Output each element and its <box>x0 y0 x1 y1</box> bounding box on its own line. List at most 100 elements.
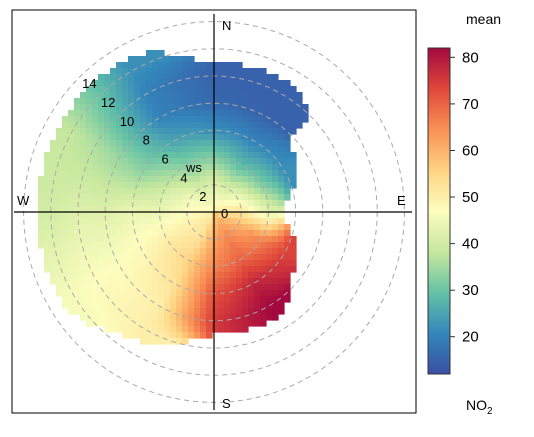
surface-cell <box>206 140 213 147</box>
surface-cell <box>98 194 105 201</box>
surface-cell <box>206 128 213 135</box>
surface-cell <box>236 242 243 249</box>
surface-cell <box>188 236 195 243</box>
surface-cell <box>164 62 171 69</box>
surface-cell <box>122 158 129 165</box>
surface-cell <box>254 74 261 81</box>
surface-cell <box>194 116 201 123</box>
surface-cell <box>170 92 177 99</box>
surface-cell <box>98 260 105 267</box>
surface-cell <box>92 260 99 267</box>
surface-cell <box>140 302 147 309</box>
surface-cell <box>98 128 105 135</box>
surface-cell <box>56 194 63 201</box>
surface-cell <box>188 86 195 93</box>
surface-cell <box>122 68 129 75</box>
concentration-surface <box>38 50 309 345</box>
surface-cell <box>68 218 75 225</box>
surface-cell <box>140 248 147 255</box>
surface-cell <box>266 158 273 165</box>
surface-cell <box>116 122 123 129</box>
surface-cell <box>80 284 87 291</box>
surface-cell <box>230 62 237 69</box>
surface-cell <box>104 212 111 219</box>
surface-cell <box>152 272 159 279</box>
surface-cell <box>110 134 117 141</box>
surface-cell <box>56 230 63 237</box>
surface-cell <box>272 122 279 129</box>
surface-cell <box>254 320 261 327</box>
surface-cell <box>164 302 171 309</box>
surface-cell <box>110 194 117 201</box>
surface-cell <box>242 320 249 327</box>
surface-cell <box>194 278 201 285</box>
surface-cell <box>260 218 267 225</box>
surface-cell <box>260 260 267 267</box>
surface-cell <box>224 272 231 279</box>
surface-cell <box>224 230 231 237</box>
surface-cell <box>56 278 63 285</box>
surface-cell <box>122 242 129 249</box>
surface-cell <box>254 182 261 189</box>
surface-cell <box>236 260 243 267</box>
surface-cell <box>86 182 93 189</box>
surface-cell <box>110 314 117 321</box>
legend-color-bar <box>427 47 451 375</box>
surface-cell <box>152 200 159 207</box>
surface-cell <box>206 296 213 303</box>
surface-cell <box>242 254 249 261</box>
surface-cell <box>188 56 195 63</box>
surface-cell <box>158 104 165 111</box>
surface-cell <box>278 152 285 159</box>
surface-cell <box>200 296 207 303</box>
surface-cell <box>146 116 153 123</box>
surface-cell <box>92 308 99 315</box>
surface-cell <box>260 74 267 81</box>
surface-cell <box>104 314 111 321</box>
surface-cell <box>104 302 111 309</box>
surface-cell <box>164 170 171 177</box>
surface-cell <box>164 296 171 303</box>
surface-cell <box>86 290 93 297</box>
surface-cell <box>128 194 135 201</box>
surface-cell <box>224 218 231 225</box>
surface-cell <box>170 98 177 105</box>
surface-cell <box>50 224 57 231</box>
surface-cell <box>164 146 171 153</box>
surface-cell <box>260 134 267 141</box>
surface-cell <box>116 68 123 75</box>
surface-cell <box>98 296 105 303</box>
surface-cell <box>236 212 243 219</box>
surface-cell <box>122 134 129 141</box>
surface-cell <box>188 116 195 123</box>
surface-cell <box>194 182 201 189</box>
surface-cell <box>86 254 93 261</box>
surface-cell <box>122 254 129 261</box>
surface-cell <box>110 284 117 291</box>
surface-cell <box>170 68 177 75</box>
surface-cell <box>188 68 195 75</box>
surface-cell <box>62 296 69 303</box>
surface-cell <box>266 260 273 267</box>
surface-cell <box>218 188 225 195</box>
surface-cell <box>176 170 183 177</box>
surface-cell <box>158 68 165 75</box>
surface-cell <box>284 182 291 189</box>
surface-cell <box>170 182 177 189</box>
surface-cell <box>86 92 93 99</box>
surface-cell <box>98 92 105 99</box>
surface-cell <box>176 326 183 333</box>
surface-cell <box>158 134 165 141</box>
surface-cell <box>140 128 147 135</box>
surface-cell <box>200 194 207 201</box>
surface-cell <box>146 326 153 333</box>
surface-cell <box>128 230 135 237</box>
surface-cell <box>116 206 123 213</box>
surface-cell <box>92 164 99 171</box>
surface-cell <box>242 86 249 93</box>
surface-cell <box>266 116 273 123</box>
surface-cell <box>98 140 105 147</box>
surface-cell <box>290 110 297 117</box>
surface-cell <box>206 164 213 171</box>
surface-cell <box>266 140 273 147</box>
